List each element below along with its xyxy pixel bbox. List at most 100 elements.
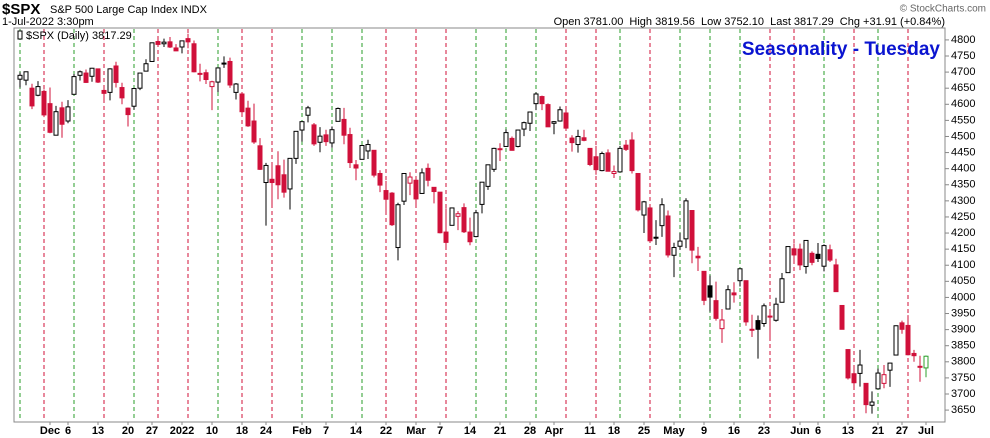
credit: © StockCharts.com	[900, 4, 986, 15]
candle-body	[221, 62, 227, 65]
candle-body	[395, 204, 401, 249]
y-tick-label: 4200	[951, 227, 975, 239]
y-tick-label: 4100	[951, 259, 975, 271]
y-tick-label: 4350	[951, 179, 975, 191]
datetime: 1-Jul-2022 3:30pm	[2, 16, 94, 28]
candle-body	[743, 280, 749, 323]
candle-body	[863, 382, 869, 406]
x-tick-label: Feb	[292, 425, 312, 437]
candle-body	[881, 374, 887, 384]
y-tick-label: 4250	[951, 211, 975, 223]
candle-body	[521, 122, 527, 130]
candle-body	[785, 246, 791, 274]
y-tick-label: 4650	[951, 82, 975, 94]
candle-body	[527, 111, 533, 124]
x-tick-label: 2022	[170, 425, 194, 437]
description: S&P 500 Large Cap Index INDX	[50, 4, 208, 16]
candle-body	[383, 190, 389, 200]
candle-body	[137, 72, 143, 89]
candle-body	[779, 278, 785, 303]
symbol: $SPX	[2, 1, 40, 18]
candle-body	[479, 181, 485, 205]
candle-body	[35, 86, 41, 96]
legend-name: $SPX (Daily)	[26, 30, 89, 42]
candle-body	[497, 148, 503, 151]
y-tick-label: 4400	[951, 163, 975, 175]
candle-body	[635, 172, 641, 211]
candle-body	[281, 174, 287, 193]
candle-body	[659, 204, 665, 227]
candle-body	[509, 137, 515, 151]
x-tick-label: Mar	[406, 425, 426, 437]
candle-body	[65, 106, 71, 122]
y-tick-label: 4150	[951, 243, 975, 255]
candle-body	[653, 236, 659, 239]
candle-body	[647, 207, 653, 242]
x-tick-label: 25	[638, 425, 650, 437]
candle-body	[233, 83, 239, 93]
candle-body	[353, 164, 359, 169]
candle-body	[275, 165, 281, 186]
candle-body	[617, 147, 623, 173]
candle-body	[665, 215, 671, 256]
x-tick-label: 14	[350, 425, 363, 437]
candle-body	[563, 112, 569, 129]
candle-body	[257, 145, 263, 170]
y-tick-label: 3800	[951, 356, 975, 368]
candle-body	[713, 300, 719, 319]
candle-body	[689, 210, 695, 251]
x-tick-label: Dec	[40, 425, 60, 437]
quote: Open 3781.00 High 3819.56 Low 3752.10 La…	[554, 16, 945, 28]
candle-body	[77, 71, 83, 76]
candle-body	[377, 172, 383, 186]
candle-body	[491, 147, 497, 170]
y-tick-label: 4500	[951, 130, 975, 142]
candle-body	[587, 147, 593, 165]
candle-body	[737, 268, 743, 282]
candle-body	[23, 71, 29, 81]
candle-body	[443, 231, 449, 243]
x-tick-label: 10	[206, 425, 218, 437]
y-tick-label: 3750	[951, 372, 975, 384]
candle-body	[671, 247, 677, 256]
candle-body	[431, 186, 437, 193]
candle-body	[575, 135, 581, 146]
candle-body	[893, 325, 899, 356]
candle-body	[503, 132, 509, 147]
x-tick-label: 23	[758, 425, 770, 437]
candle-body	[467, 231, 473, 243]
candle-body	[161, 41, 167, 45]
candle-body	[773, 303, 779, 321]
candle-body	[371, 149, 377, 176]
plot-frame	[13, 27, 946, 423]
y-tick-label: 3900	[951, 324, 975, 336]
candle-body	[173, 47, 179, 52]
candle-body	[593, 156, 599, 171]
x-tick-label: 27	[146, 425, 158, 437]
candle-body	[719, 319, 725, 330]
x-tick-label: 6	[815, 425, 821, 437]
candle-body	[839, 304, 845, 330]
candle-body	[923, 355, 929, 369]
candle-body	[419, 172, 425, 194]
candle-body	[569, 137, 575, 144]
legend: $SPX (Daily) 3817.29	[26, 30, 132, 42]
candle-body	[545, 104, 551, 128]
y-tick-label: 4700	[951, 66, 975, 78]
x-tick-label: 7	[437, 425, 443, 437]
x-tick-label: 21	[494, 425, 506, 437]
candle-body	[731, 292, 737, 296]
candle-body	[641, 201, 647, 216]
plot-area	[17, 29, 929, 421]
candle-body	[305, 107, 311, 116]
candle-body	[581, 137, 587, 141]
candle-body	[905, 324, 911, 356]
y-tick-label: 3650	[951, 404, 975, 416]
candle-body	[191, 43, 197, 73]
candle-body	[245, 107, 251, 127]
candle-body	[599, 153, 605, 172]
candle-body	[323, 134, 329, 143]
candle-body	[437, 191, 443, 234]
candle-body	[701, 270, 707, 301]
